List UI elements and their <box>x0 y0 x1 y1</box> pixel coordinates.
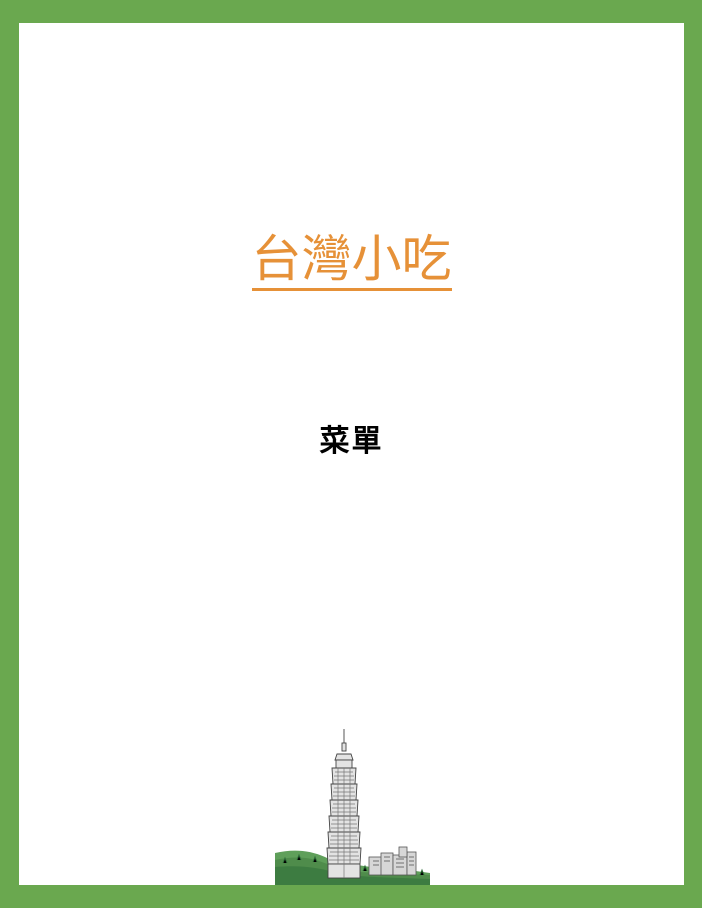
taipei-101-tower-icon <box>275 729 430 885</box>
page-title: 台灣小吃 <box>19 227 684 291</box>
menu-cover-page: 台灣小吃 菜單 <box>19 23 684 885</box>
city-buildings <box>368 846 417 876</box>
menu-subtitle: 菜單 <box>319 424 384 459</box>
page-title-text: 台灣小吃 <box>251 230 452 291</box>
